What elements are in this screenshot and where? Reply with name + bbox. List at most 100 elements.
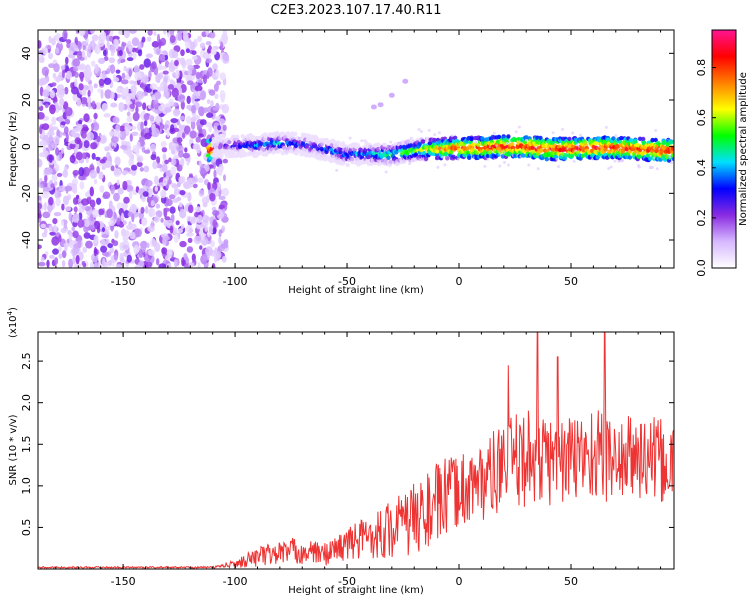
noise-cell <box>51 82 57 87</box>
spread-cell <box>441 155 445 159</box>
x-tick-label: -150 <box>111 275 136 288</box>
noise-cell <box>54 257 59 265</box>
noise-cell <box>82 45 86 51</box>
signal-cell <box>539 148 544 153</box>
noise-cell <box>41 66 50 77</box>
colorbar-gradient <box>711 29 737 269</box>
spread-cell <box>384 170 388 174</box>
noise-cell <box>211 263 216 268</box>
noise-cell <box>131 131 139 136</box>
noise-cell <box>62 169 69 178</box>
noise-cell <box>178 202 183 208</box>
noise-cell <box>51 116 57 126</box>
noise-cell <box>141 74 149 84</box>
signal-cell <box>671 156 674 162</box>
noise-cell <box>123 210 130 219</box>
signal-cell <box>544 157 549 162</box>
signal-cell <box>306 133 311 139</box>
noise-cell <box>143 149 151 154</box>
noise-cell <box>94 262 98 268</box>
noise-cell <box>72 58 81 67</box>
noise-cell <box>179 190 186 196</box>
noise-cell <box>155 116 162 123</box>
noise-cell <box>104 89 112 99</box>
noise-cell <box>209 192 216 202</box>
noise-cell <box>219 89 226 100</box>
noise-cell <box>54 76 62 82</box>
spread-cell <box>607 167 611 170</box>
noise-cell <box>91 208 99 218</box>
noise-cell <box>70 82 75 89</box>
noise-cell <box>64 86 69 95</box>
noise-cell <box>137 261 145 266</box>
noise-cell <box>102 257 106 268</box>
noise-cell <box>177 94 186 103</box>
noise-cell <box>139 167 144 172</box>
noise-cell <box>170 166 177 176</box>
signal-cell <box>506 134 511 139</box>
noise-cell <box>106 35 111 42</box>
noise-cell <box>81 261 86 266</box>
noise-cell <box>49 231 57 236</box>
noise-cell <box>69 154 76 164</box>
signal-cell <box>521 153 526 158</box>
noise-cell <box>97 88 102 93</box>
signal-cell <box>434 149 440 154</box>
noise-cell <box>80 97 88 105</box>
noise-cell <box>38 261 46 267</box>
noise-cell <box>130 91 137 100</box>
noise-cell <box>56 172 63 177</box>
noise-cell <box>38 158 43 168</box>
noise-cell <box>169 79 174 85</box>
snr-series-line <box>38 332 674 569</box>
noise-cell <box>162 153 167 161</box>
noise-cell <box>187 64 195 71</box>
noise-cell <box>87 89 91 98</box>
noise-cell <box>50 183 55 189</box>
spread-cell <box>654 129 658 132</box>
noise-cell <box>178 123 182 129</box>
spread-cell <box>360 139 364 143</box>
noise-cell <box>116 217 121 226</box>
noise-cell <box>192 183 198 189</box>
signal-cell <box>420 139 426 144</box>
noise-cell <box>123 30 131 39</box>
noise-cell <box>82 126 89 132</box>
noise-cell <box>152 209 156 217</box>
noise-cell <box>135 105 139 114</box>
noise-cell <box>191 104 197 114</box>
noise-cell <box>91 122 95 131</box>
noise-cell <box>86 131 95 141</box>
noise-cell <box>106 68 110 75</box>
noise-cell <box>78 63 87 71</box>
noise-cell <box>48 63 55 69</box>
signal-cell <box>653 137 658 143</box>
spectrogram-heatmap <box>38 30 674 268</box>
noise-cell <box>208 122 213 132</box>
spread-cell <box>617 159 621 163</box>
noise-cell <box>89 169 97 179</box>
noise-cell <box>160 140 167 148</box>
noise-cell <box>91 60 96 67</box>
signal-cell <box>300 141 306 146</box>
noise-cell <box>144 261 153 268</box>
noise-cell <box>141 36 146 43</box>
noise-cell <box>122 234 129 243</box>
spread-cell <box>505 141 509 145</box>
spread-cell <box>486 157 490 161</box>
noise-cell <box>91 253 99 263</box>
noise-cell <box>210 47 217 56</box>
noise-cell <box>208 164 214 169</box>
spread-cell <box>604 125 608 129</box>
noise-cell <box>163 30 167 35</box>
noise-cell <box>53 181 58 186</box>
noise-cell <box>184 147 188 153</box>
noise-cell <box>145 205 149 214</box>
noise-cell <box>68 50 74 56</box>
noise-cell <box>166 127 170 138</box>
signal-cell <box>235 134 240 139</box>
noise-cell <box>194 85 203 92</box>
noise-cell <box>116 202 124 210</box>
noise-cell <box>193 235 202 245</box>
noise-cell <box>186 80 194 86</box>
